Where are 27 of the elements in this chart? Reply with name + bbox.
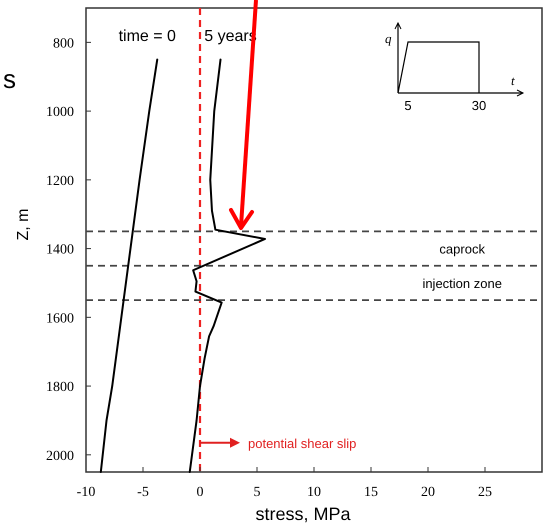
annotation: 30 bbox=[472, 98, 486, 113]
x-axis-title: stress, MPa bbox=[255, 504, 352, 524]
x-tick-label: 5 bbox=[254, 485, 260, 500]
y-tick-label: 800 bbox=[53, 36, 74, 52]
y-tick-label: 1600 bbox=[46, 311, 74, 326]
x-tick-label: 15 bbox=[364, 485, 378, 500]
x-tick-label: 10 bbox=[307, 485, 321, 500]
y-tick-label: 1800 bbox=[46, 380, 74, 396]
annotation: caprock bbox=[439, 242, 486, 257]
annotation: injection zone bbox=[422, 276, 502, 291]
x-tick-label: 0 bbox=[196, 485, 204, 500]
x-tick-label: 25 bbox=[478, 485, 492, 500]
y-axis-title: Z, m bbox=[15, 208, 32, 241]
annotation: q bbox=[385, 31, 392, 46]
x-tick-label: 20 bbox=[421, 485, 435, 500]
x-tick-label: -5 bbox=[137, 485, 149, 500]
y-tick-label: 1000 bbox=[46, 105, 74, 120]
y-tick-label: 1400 bbox=[46, 242, 74, 258]
line-series bbox=[100, 58, 158, 473]
y-tick-label: 1200 bbox=[46, 174, 74, 189]
annotation: t bbox=[511, 73, 515, 88]
y-tick-label: 2000 bbox=[46, 448, 74, 464]
annotation: potential shear slip bbox=[248, 436, 356, 451]
x-tick-label: -10 bbox=[76, 485, 96, 500]
text: s bbox=[3, 64, 16, 94]
annotation: 5 bbox=[404, 98, 412, 113]
series-label: time = 0 bbox=[118, 28, 176, 45]
